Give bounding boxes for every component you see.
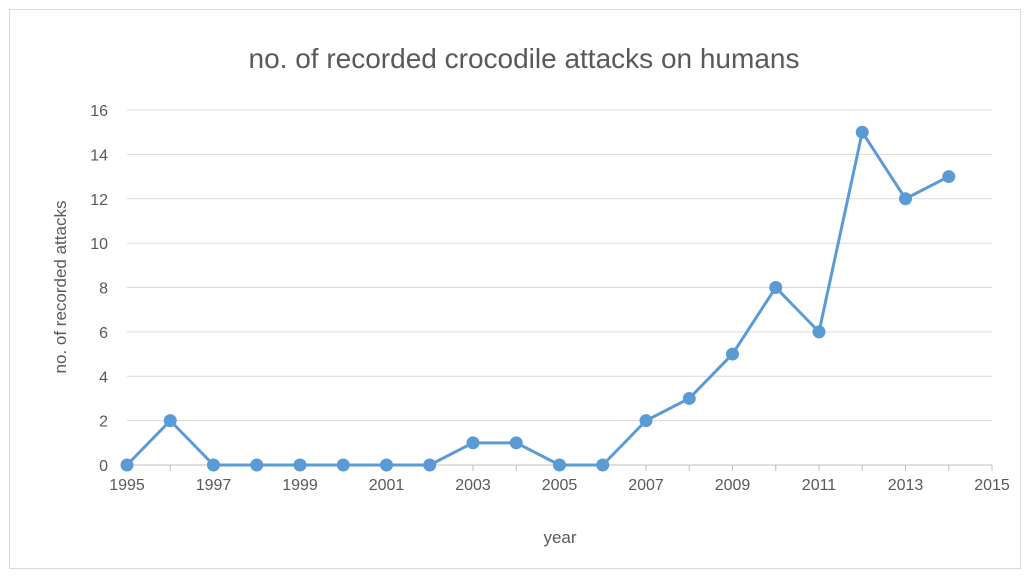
data-point <box>553 458 566 472</box>
y-tick-label: 2 <box>99 414 108 431</box>
gridlines <box>127 109 992 422</box>
x-tick-label: 2009 <box>715 477 751 494</box>
data-point <box>812 325 826 339</box>
chart-frame <box>9 9 1021 569</box>
data-point <box>336 458 350 472</box>
x-tick-label: 1997 <box>196 477 232 494</box>
y-tick-label: 12 <box>90 192 108 209</box>
data-point <box>639 414 653 428</box>
data-point <box>899 192 912 206</box>
x-tick-label: 1995 <box>109 477 145 494</box>
y-tick-label: 14 <box>90 147 108 164</box>
data-point <box>509 436 523 450</box>
chart-title: no. of recorded crocodile attacks on hum… <box>249 43 800 74</box>
data-point <box>596 458 610 472</box>
data-point <box>855 125 869 139</box>
y-tick-label: 10 <box>90 236 108 253</box>
data-point <box>423 458 437 472</box>
series-line <box>125 130 950 467</box>
data-point <box>120 458 134 472</box>
y-tick-label: 8 <box>99 281 108 298</box>
x-tick-label: 2001 <box>369 477 405 494</box>
y-tick-label: 0 <box>99 458 108 475</box>
data-point <box>380 458 393 472</box>
data-point <box>207 458 220 472</box>
data-point <box>466 436 480 450</box>
x-tick-label: 2005 <box>542 477 578 494</box>
x-tick-label: 2013 <box>888 477 924 494</box>
data-point <box>682 391 696 405</box>
x-tick-label: 2003 <box>455 477 491 494</box>
y-tick-label: 16 <box>90 103 108 120</box>
series <box>120 125 956 472</box>
x-tick-label: 2011 <box>802 477 837 494</box>
tick-labels: 0 2 4 6 8 10 12 14 16 1995 1997 1999 2001 2003 2005 200… <box>90 103 1010 494</box>
x-tick-label: 1999 <box>282 477 318 494</box>
data-point <box>293 458 307 472</box>
y-tick-label: 6 <box>99 325 108 342</box>
data-point <box>163 414 177 428</box>
y-tick-label: 4 <box>99 369 108 386</box>
data-point <box>250 458 264 472</box>
data-point <box>942 170 956 184</box>
x-axis-label: year <box>543 528 576 547</box>
x-tick-label: 2007 <box>628 477 664 494</box>
data-point <box>769 281 783 294</box>
data-point <box>726 347 739 361</box>
y-axis-label: no. of recorded attacks <box>51 201 70 374</box>
x-tick-label: 2015 <box>974 477 1010 494</box>
